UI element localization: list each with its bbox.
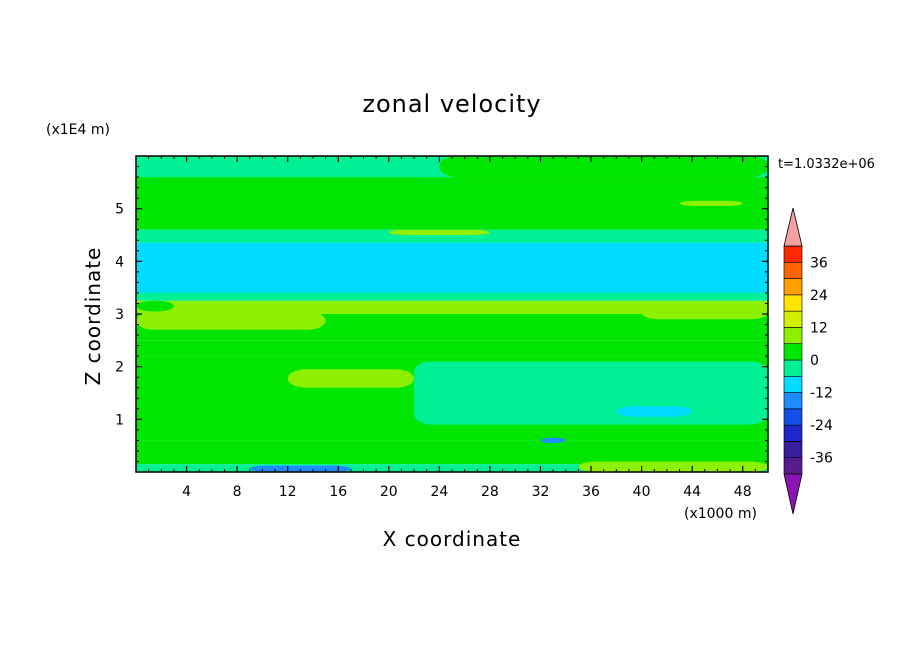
- contour-patch: [578, 461, 768, 472]
- x-tick-label: 44: [683, 484, 701, 500]
- contour-band: [136, 229, 768, 243]
- colorbar-swatch: [783, 375, 803, 393]
- colorbar: 36 24 12 0 -12 -24 -36: [783, 207, 833, 515]
- colorbar-swatch: [783, 359, 803, 377]
- y-tick-label: 2: [115, 360, 124, 376]
- contour-patch: [540, 437, 566, 444]
- x-tick-label: 8: [233, 484, 242, 500]
- chart-title: zonal velocity: [362, 90, 541, 118]
- colorbar-swatch: [783, 424, 803, 442]
- colorbar-under-arrow: [783, 473, 803, 515]
- colorbar-swatch: [783, 245, 803, 263]
- colorbar-tick-label: -36: [810, 451, 833, 467]
- colorbar-swatch: [783, 343, 803, 361]
- contour-patch: [388, 229, 490, 235]
- colorbar-swatch: [783, 294, 803, 312]
- y-tick-label: 1: [115, 412, 124, 428]
- colorbar-swatch: [783, 278, 803, 296]
- y-axis-label: Z coordinate: [81, 247, 105, 386]
- y-tick-label: 4: [115, 254, 124, 270]
- x-axis-label: X coordinate: [383, 527, 522, 551]
- x-tick-label: 40: [633, 484, 651, 500]
- y-tick-label: 3: [115, 307, 124, 323]
- x-tick-label: 32: [532, 484, 550, 500]
- colorbar-swatch: [783, 441, 803, 459]
- contour-band: [136, 464, 768, 472]
- contour-patch: [616, 406, 693, 417]
- x-tick-label: 36: [582, 484, 600, 500]
- colorbar-swatch: [783, 310, 803, 328]
- x-tick-label: 20: [380, 484, 398, 500]
- colorbar-tick-label: 12: [810, 320, 828, 336]
- contour-band: [136, 440, 768, 465]
- colorbar-swatch: [783, 392, 803, 410]
- contour-band: [136, 300, 768, 314]
- contour-patch: [287, 369, 415, 388]
- x-axis-unit: (x1000 m): [684, 506, 757, 522]
- y-axis-unit: (x1E4 m): [46, 122, 110, 138]
- colorbar-over-arrow: [783, 207, 803, 247]
- colorbar-swatch: [783, 261, 803, 279]
- colorbar-tick-label: -24: [810, 418, 833, 434]
- colorbar-swatch: [783, 408, 803, 426]
- colorbar-swatch: [783, 327, 803, 345]
- contour-patch: [641, 306, 768, 320]
- contour-patch: [136, 156, 440, 178]
- y-axis-ticks: 1 2 3 4 5: [115, 166, 768, 462]
- x-tick-label: 48: [734, 484, 752, 500]
- colorbar-tick-label: -12: [810, 386, 833, 402]
- contour-band: [136, 292, 768, 301]
- x-axis-ticks: 4 8 12 16 20 24 28 32 36 40 44 48: [148, 156, 756, 500]
- contour-patch: [136, 311, 326, 330]
- colorbar-swatch: [783, 457, 803, 475]
- x-tick-label: 12: [279, 484, 297, 500]
- contour-band: [136, 242, 768, 293]
- x-tick-label: 16: [329, 484, 347, 500]
- y-tick-label: 5: [115, 202, 124, 218]
- contour-patch: [679, 200, 743, 207]
- time-label: t=1.0332e+06: [778, 157, 875, 172]
- colorbar-tick-label: 36: [810, 255, 828, 271]
- contour-field: [136, 156, 768, 472]
- contour-patch: [439, 156, 768, 178]
- x-tick-label: 28: [481, 484, 499, 500]
- contour-patch: [136, 300, 174, 312]
- contour-band: [136, 340, 768, 357]
- contour-patch: [414, 361, 768, 425]
- contour-band: [136, 177, 768, 230]
- x-tick-label: 4: [182, 484, 191, 500]
- colorbar-tick-label: 0: [810, 353, 819, 369]
- colorbar-tick-label: 24: [810, 288, 828, 304]
- x-tick-label: 24: [430, 484, 448, 500]
